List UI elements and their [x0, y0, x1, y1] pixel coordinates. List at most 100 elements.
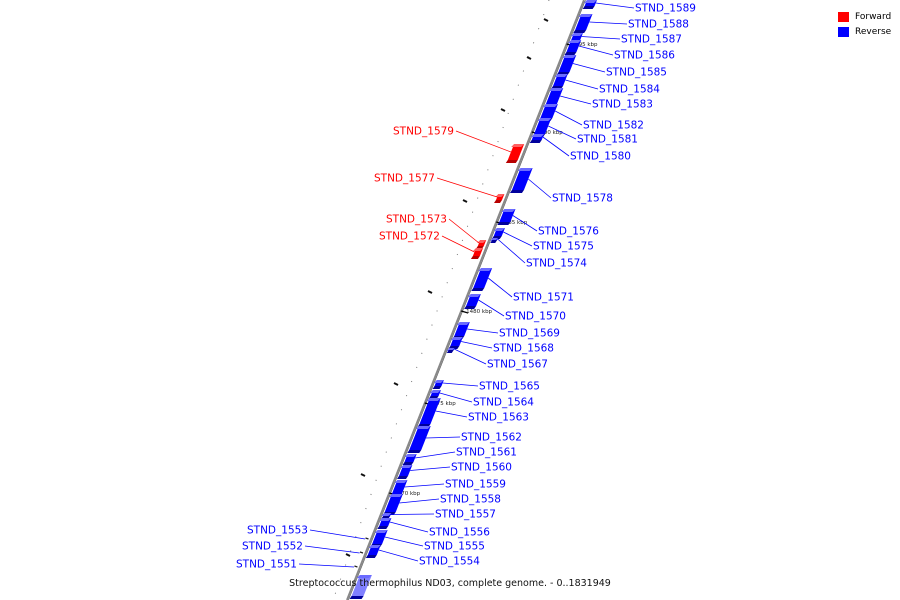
genome-caption: Streptococcus thermophilus ND03, complet… [289, 578, 611, 589]
reverse-gene-leader [435, 410, 468, 418]
reverse-gene-top [584, 0, 597, 3]
reverse-gene [432, 380, 444, 389]
reverse-gene-leader [384, 536, 424, 547]
forward-gene [475, 240, 487, 249]
reverse-gene [402, 454, 417, 465]
reverse-gene-top [400, 465, 413, 468]
legend-reverse: Reverse [838, 24, 891, 39]
forward-gene-leader [304, 545, 360, 554]
reverse-gene [365, 545, 381, 558]
forward-gene-bottom [494, 200, 502, 203]
tick-label: 1480 kbp [466, 309, 492, 315]
reverse-gene-bottom [365, 555, 377, 558]
reverse-gene-label: STND_1567 [487, 359, 548, 371]
reverse-gene-leader [478, 299, 505, 317]
reverse-gene-top [388, 494, 403, 497]
reverse-gene-label: STND_1583 [592, 99, 653, 111]
genome-axis [346, 0, 585, 600]
reverse-gene-label: STND_1580 [570, 151, 631, 163]
reverse-gene-body [419, 398, 441, 424]
forward-gene-label: STND_1553 [247, 525, 308, 537]
reverse-gene-leader [466, 328, 499, 334]
reverse-gene-leader [578, 45, 614, 56]
reverse-gene-label: STND_1555 [424, 541, 485, 553]
forward-gene-label: STND_1573 [386, 214, 447, 226]
reverse-gene-label: STND_1557 [435, 509, 496, 521]
reverse-gene-label: STND_1576 [538, 226, 599, 238]
reverse-gene-label: STND_1558 [440, 494, 501, 506]
reverse-gene [509, 168, 533, 193]
reverse-gene [489, 238, 498, 243]
axis-dash-6 [360, 473, 366, 477]
reverse-gene-body [391, 480, 408, 494]
reverse-gene-leader [461, 341, 493, 349]
reverse-gene-top [531, 134, 545, 137]
reverse-gene-leader [415, 451, 456, 459]
reverse-gene-body [372, 530, 388, 544]
reverse-gene-bottom [407, 450, 422, 453]
forward-gene-top [511, 144, 525, 147]
forward-gene [354, 565, 358, 568]
reverse-gene-label: STND_1575 [533, 241, 594, 253]
forward-gene-label: STND_1572 [379, 231, 440, 243]
reverse-gene-top [554, 74, 568, 77]
reverse-gene-leader [389, 521, 429, 533]
reverse-gene-label: STND_1563 [468, 412, 529, 424]
reverse-gene-leader [425, 436, 461, 439]
reverse-gene [446, 348, 455, 353]
reverse-gene-faded-top [356, 575, 372, 578]
axis-dash-5 [393, 382, 399, 386]
reverse-gene-leader [453, 348, 487, 365]
reverse-gene-label: STND_1564 [473, 397, 534, 409]
reverse-gene-top [446, 348, 455, 351]
reverse-gene-body [473, 268, 493, 288]
reverse-gene-body [454, 322, 470, 336]
reverse-gene-top [450, 337, 463, 340]
forward-gene-leader [448, 218, 480, 244]
reverse-gene-leader [503, 231, 533, 247]
reverse-gene-leader [390, 513, 435, 515]
reverse-gene-leader [572, 63, 606, 73]
reverse-gene-bottom [509, 190, 524, 193]
reverse-gene-label: STND_1588 [628, 19, 689, 31]
reverse-gene-top [426, 398, 441, 401]
forward-gene-leader [309, 529, 366, 540]
reverse-gene-leader [497, 238, 526, 264]
reverse-gene [464, 294, 481, 309]
reverse-gene-label: STND_1571 [513, 292, 574, 304]
reverse-swatch [838, 26, 849, 37]
reverse-gene-label: STND_1556 [429, 527, 490, 539]
forward-gene-top [495, 194, 505, 197]
reverse-gene-body [384, 494, 403, 512]
reverse-gene-leader [559, 95, 592, 105]
reverse-gene-leader [410, 466, 451, 471]
reverse-gene-top [517, 168, 533, 171]
reverse-gene-bottom [464, 306, 477, 309]
genome-axis-shadow [348, 0, 586, 600]
reverse-gene [556, 55, 577, 75]
reverse-gene-label: STND_1560 [451, 462, 512, 474]
reverse-gene-label: STND_1578 [552, 193, 613, 205]
reverse-gene-bottom [377, 526, 389, 529]
reverse-gene-leader [404, 483, 445, 488]
axis-dash-1 [526, 56, 532, 60]
legend-forward-label: Forward [855, 11, 892, 22]
forward-gene-label: STND_1577 [374, 173, 435, 185]
reverse-gene-top [478, 268, 493, 271]
reverse-gene-label: STND_1562 [461, 432, 522, 444]
reverse-gene-bottom [573, 30, 587, 33]
reverse-gene-top [379, 518, 392, 521]
reverse-gene-body [534, 118, 552, 134]
forward-gene-leader [441, 235, 475, 253]
reverse-gene-label: STND_1585 [606, 67, 667, 79]
reverse-gene-top [489, 238, 498, 241]
reverse-gene-top [374, 530, 388, 533]
reverse-gene-label: STND_1554 [419, 556, 480, 568]
reverse-gene [529, 134, 545, 143]
reverse-gene-leader [528, 178, 552, 199]
reverse-gene-bottom [564, 52, 577, 55]
reverse-gene-bottom [490, 240, 498, 243]
reverse-gene-label: STND_1570 [505, 311, 566, 323]
tick-mark [460, 310, 469, 314]
reverse-gene-top [570, 33, 583, 36]
